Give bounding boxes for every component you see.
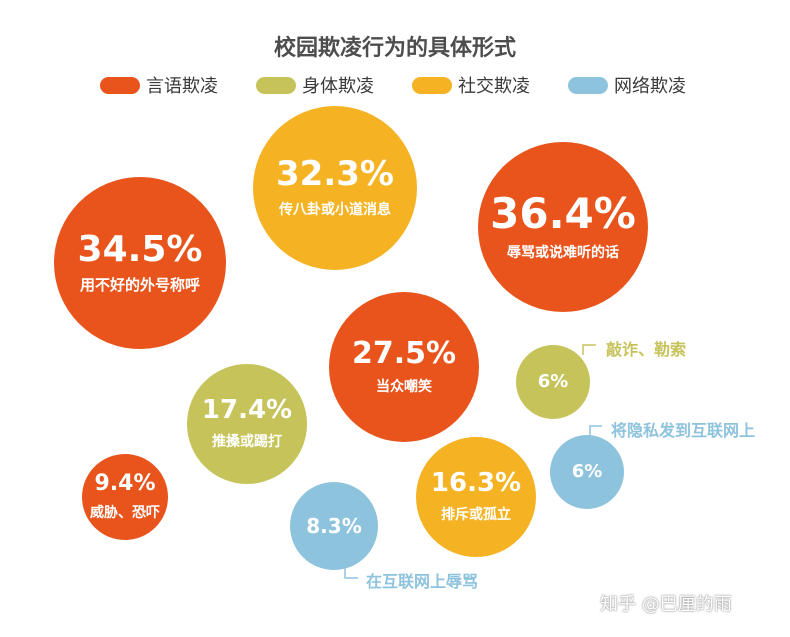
legend-label: 社交欺凌: [458, 76, 530, 97]
bubble-label: 辱骂或说难听的话: [507, 245, 619, 262]
data-bubble: 34.5% 用不好的外号称呼: [54, 177, 226, 349]
watermark: 知乎 @巴厘的雨: [600, 594, 732, 615]
chart-title: 校园欺凌行为的具体形式: [273, 36, 516, 61]
bubble-label: 威胁、恐吓: [90, 504, 160, 521]
bubble-value: 32.3%: [276, 154, 394, 195]
legend-item-cyber: 网络欺凌: [568, 72, 686, 98]
bubble-value: 34.5%: [77, 228, 203, 270]
legend-item-social: 社交欺凌: [412, 72, 530, 98]
data-bubble: 36.4% 辱骂或说难听的话: [478, 142, 648, 312]
bubble-label: 推搡或踢打: [212, 433, 282, 450]
chart-legend: 言语欺凌 身体欺凌 社交欺凌 网络欺凌: [100, 72, 724, 98]
data-bubble: 6%: [550, 435, 624, 509]
bubble-value: 9.4%: [94, 471, 156, 497]
bubble-value: 6%: [537, 370, 569, 392]
callout-label: 敲诈、勒索: [606, 340, 687, 359]
legend-item-physical: 身体欺凌: [256, 72, 374, 98]
legend-swatch: [256, 76, 296, 94]
legend-swatch: [100, 76, 140, 94]
bubble-value: 27.5%: [351, 336, 457, 372]
bubble-value: 17.4%: [201, 395, 293, 426]
data-bubble: 32.3% 传八卦或小道消息: [253, 106, 417, 270]
data-bubble: 16.3% 排斥或孤立: [416, 437, 536, 557]
bubble-label: 排斥或孤立: [441, 506, 511, 523]
bubble-label: 用不好的外号称呼: [79, 276, 200, 295]
legend-item-verbal: 言语欺凌: [100, 72, 218, 98]
legend-label: 身体欺凌: [302, 76, 374, 97]
bubble-value: 8.3%: [306, 513, 362, 538]
bubble-label: 传八卦或小道消息: [279, 201, 391, 218]
bubble-value: 6%: [571, 460, 603, 482]
data-bubble: 17.4% 推搡或踢打: [187, 364, 307, 484]
data-bubble: 27.5% 当众嘲笑: [329, 292, 479, 442]
bubble-value: 36.4%: [490, 188, 636, 238]
legend-swatch: [568, 76, 608, 94]
connector-line: [582, 344, 596, 355]
data-bubble: 6%: [516, 345, 590, 419]
legend-label: 网络欺凌: [614, 76, 686, 97]
data-bubble: 8.3%: [290, 482, 378, 570]
callout-label: 将隐私发到互联网上: [611, 421, 756, 440]
legend-label: 言语欺凌: [146, 76, 218, 97]
data-bubble: 9.4% 威胁、恐吓: [82, 454, 168, 540]
bubble-value: 16.3%: [430, 468, 522, 499]
callout-label: 在互联网上辱骂: [366, 572, 479, 591]
legend-swatch: [412, 76, 452, 94]
bubble-label: 当众嘲笑: [376, 378, 432, 395]
